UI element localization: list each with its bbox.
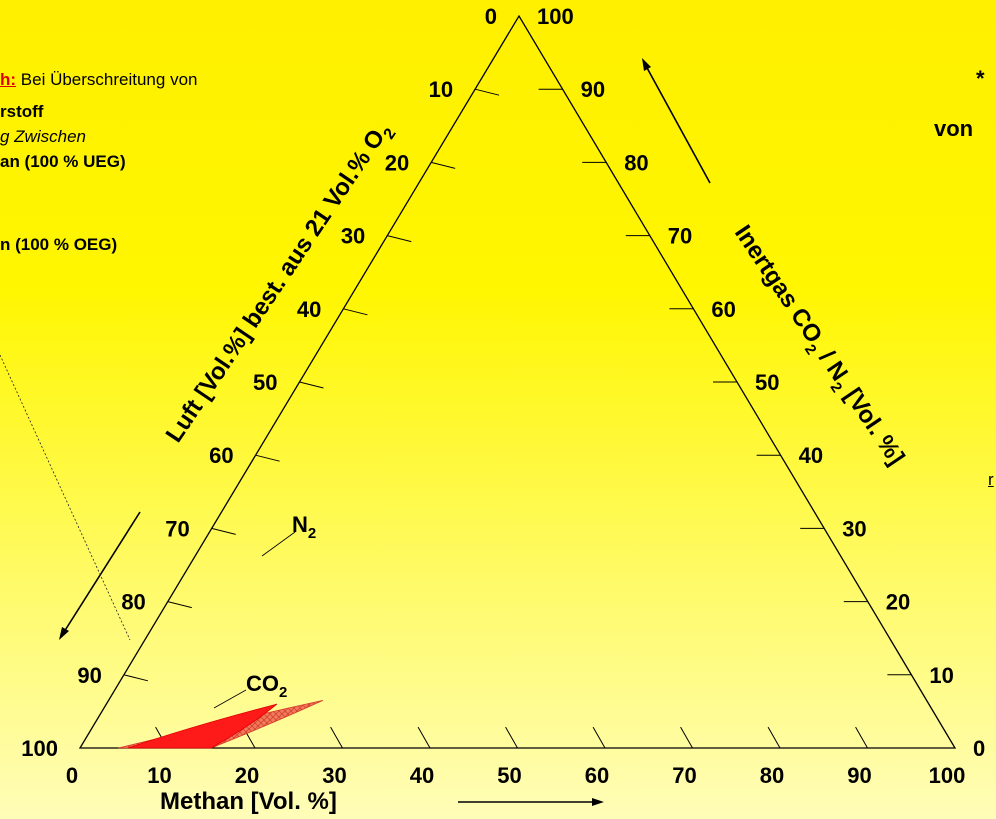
bottom-tick <box>330 726 343 749</box>
left-tick-label: 70 <box>165 516 189 541</box>
bottom-tick-label: 20 <box>235 763 259 788</box>
bottom-tick <box>767 726 781 749</box>
left-tick <box>431 161 456 169</box>
left-tick-label: 90 <box>77 663 101 688</box>
note-line-2: rstoff <box>0 102 44 121</box>
bottom-tick-label: 10 <box>147 763 171 788</box>
right-axis-title: Inertgas CO2 / N2 [Vol. %] <box>725 220 910 472</box>
bottom-tick-label: 0 <box>66 763 78 788</box>
bottom-tick-label: 80 <box>760 763 784 788</box>
region-co2 <box>127 703 278 749</box>
right-tick-label: 10 <box>929 663 953 688</box>
bottom-tick <box>592 726 606 749</box>
left-tick <box>211 527 236 535</box>
left-tick <box>387 235 412 243</box>
right-tick-label: 20 <box>886 590 910 615</box>
left-tick <box>255 454 280 462</box>
bottom-tick-label: 90 <box>847 763 871 788</box>
bottom-tick-label: 100 <box>929 763 966 788</box>
left-tick-label: 30 <box>341 224 365 249</box>
region-leader-co2 <box>213 689 247 709</box>
right-tick-label: 100 <box>537 4 574 29</box>
right-star: * <box>976 66 985 91</box>
arrow-left <box>59 511 141 640</box>
left-tick-label: 20 <box>385 150 409 175</box>
bottom-tick <box>505 726 518 749</box>
guide-dotted-line <box>0 354 131 641</box>
left-tick-label: 50 <box>253 370 277 395</box>
note-red-heading: h: <box>0 70 17 89</box>
region-label-n2: N2 <box>292 512 316 542</box>
right-tick-label: 50 <box>755 370 779 395</box>
bottom-tick <box>680 726 693 749</box>
left-tick-label: 80 <box>121 590 145 615</box>
left-tick <box>123 674 149 682</box>
right-tick-label: 40 <box>799 443 823 468</box>
left-tick <box>167 601 192 609</box>
right-fragment: r <box>988 470 994 489</box>
right-von: von <box>934 116 974 141</box>
left-tick-label: 10 <box>429 77 453 102</box>
region-leader-n2 <box>261 531 296 557</box>
right-tick-label: 60 <box>711 297 735 322</box>
bottom-tick-label: 50 <box>497 763 521 788</box>
left-tick-label: 40 <box>297 297 321 322</box>
left-tick <box>343 308 368 316</box>
right-tick-label: 90 <box>581 77 605 102</box>
bottom-tick-label: 70 <box>672 763 696 788</box>
bottom-tick-label: 30 <box>322 763 346 788</box>
left-tick <box>299 381 324 389</box>
bottom-axis-title: Methan [Vol. %] <box>160 788 337 815</box>
left-tick-label: 60 <box>209 443 233 468</box>
arrow-bottom <box>458 798 604 806</box>
right-tick-label: 80 <box>624 150 648 175</box>
note-line-5: n (100 % OEG) <box>0 235 118 254</box>
arrow-right <box>642 58 711 184</box>
right-tick-label: 30 <box>842 516 866 541</box>
bottom-tick-label: 60 <box>585 763 609 788</box>
tick-labels: 0 10 20 30 40 50 60 70 80 90 100100908070605040302… <box>21 4 985 788</box>
bottom-tick <box>417 726 431 749</box>
note-line-4: an (100 % UEG) <box>0 152 126 171</box>
flammable-regions <box>118 700 324 749</box>
left-tick <box>474 88 500 96</box>
axis-ticks <box>123 88 912 749</box>
right-tick-label: 70 <box>668 224 692 249</box>
region-label-co2: CO2 <box>246 671 287 701</box>
bottom-tick-label: 40 <box>410 763 434 788</box>
left-tick-label: 0 <box>485 4 497 29</box>
bottom-tick <box>855 726 868 749</box>
note-line-3: g Zwischen <box>0 127 86 146</box>
left-axis-title: Luft [Vol.%] best. aus 21 Vol.% O2 <box>161 117 400 450</box>
left-tick-label: 100 <box>21 736 58 761</box>
note-line-1: h: Bei Überschreitung von <box>0 70 198 89</box>
right-tick-label: 0 <box>973 736 985 761</box>
